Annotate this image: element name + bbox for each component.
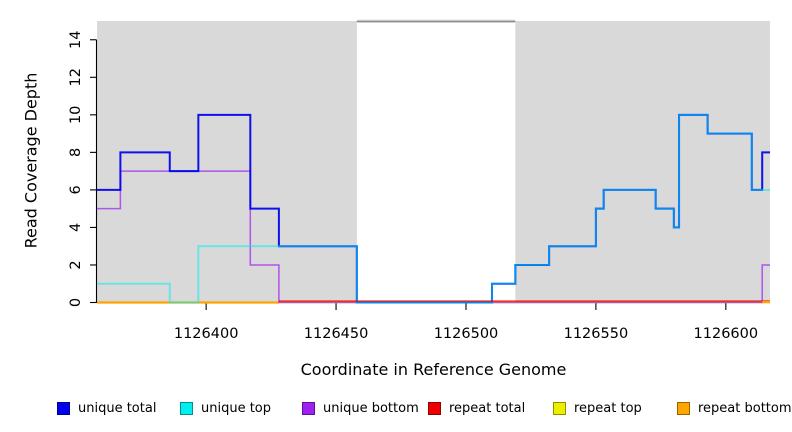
legend-item-unique-total: unique total	[57, 401, 156, 416]
repeat-region-shading-2	[515, 21, 770, 303]
y-tick-label-0: 0	[68, 298, 84, 307]
series-unique-top-line	[97, 113, 770, 304]
y-axis-title-box: Read Coverage Depth	[14, 47, 48, 273]
legend-label-unique-bottom: unique bottom	[323, 401, 419, 416]
y-tick-label-12: 12	[68, 68, 84, 86]
legend-item-unique-top: unique top	[180, 401, 271, 416]
legend-item-repeat-total: repeat total	[428, 401, 525, 416]
y-tick-label-8: 8	[68, 148, 84, 157]
legend-label-unique-top: unique top	[201, 401, 272, 416]
legend-swatch-repeat-bottom	[677, 402, 690, 415]
legend-label-unique-total: unique total	[78, 401, 157, 416]
x-axis-title: Coordinate in Reference Genome	[300, 360, 567, 379]
legend-item-repeat-bottom: repeat bottom	[677, 401, 792, 416]
legend-swatch-repeat-total	[428, 402, 441, 415]
legend-swatch-unique-top	[180, 402, 193, 415]
legend-item-repeat-top: repeat top	[553, 401, 642, 416]
y-tick-label-10: 10	[68, 106, 84, 124]
legend-label-repeat-top: repeat top	[574, 401, 642, 416]
x-tick-label-1126450: 1126450	[304, 326, 369, 342]
x-tick-label-1126550: 1126550	[564, 326, 629, 342]
legend-label-repeat-total: repeat total	[449, 401, 526, 416]
legend-swatch-repeat-top	[553, 402, 566, 415]
legend-item-unique-bottom: unique bottom	[302, 401, 419, 416]
y-tick-label-6: 6	[68, 185, 84, 194]
legend-swatch-unique-total	[57, 402, 70, 415]
y-tick-label-14: 14	[68, 31, 84, 49]
x-tick-label-1126600: 1126600	[694, 326, 759, 342]
y-axis-title: Read Coverage Depth	[21, 72, 41, 248]
x-tick-label-1126500: 1126500	[434, 326, 499, 342]
legend-label-repeat-bottom: repeat bottom	[698, 401, 792, 416]
y-tick-label-4: 4	[68, 223, 84, 232]
x-tick-label-1126400: 1126400	[174, 326, 239, 342]
y-tick-label-2: 2	[68, 260, 84, 269]
repeat-region-shading-1	[97, 21, 357, 303]
legend-swatch-unique-bottom	[302, 402, 315, 415]
